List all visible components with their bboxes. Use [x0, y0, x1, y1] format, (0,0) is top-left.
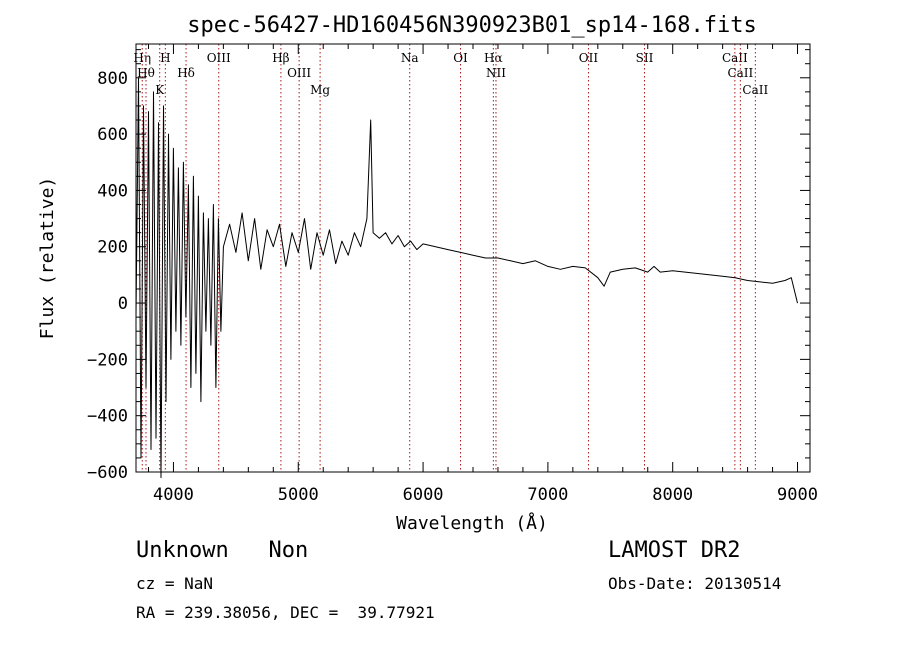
x-axis-label: Wavelength (Å)	[396, 512, 548, 534]
x-tick-label: 7000	[527, 485, 568, 505]
marker-label-4: Hδ	[177, 66, 195, 80]
x-tick-label: 4000	[153, 485, 194, 505]
chart-title: spec-56427-HD160456N390923B01_sp14-168.f…	[187, 13, 757, 38]
x-tick-label: 5000	[278, 485, 319, 505]
y-tick-label: 400	[97, 181, 128, 201]
marker-label-1: Hθ	[137, 66, 155, 80]
x-tick-label: 8000	[652, 485, 693, 505]
marker-label-7: OIII	[287, 66, 311, 80]
y-axis-label: Flux (relative)	[37, 177, 58, 340]
marker-label-14: SII	[636, 51, 654, 65]
y-tick-label: −600	[87, 463, 128, 483]
y-tick-label: 200	[97, 238, 128, 258]
y-tick-label: 800	[97, 69, 128, 89]
cz-label: cz = NaN	[136, 574, 214, 593]
marker-label-6: Hβ	[272, 51, 289, 65]
x-axis: 4000 5000 6000 7000 8000 9000	[147, 44, 818, 505]
marker-label-13: OII	[579, 51, 599, 65]
marker-label-2: K	[155, 83, 165, 97]
marker-label-12: NII	[486, 66, 506, 80]
radec-label: RA = 239.38056, DEC = 39.77921	[136, 603, 435, 622]
spectrum-line-0	[135, 77, 798, 479]
marker-label-9: Na	[401, 51, 419, 65]
marker-label-11: Hα	[484, 51, 503, 65]
marker-label-17: CaII	[742, 83, 768, 97]
marker-label-3: H	[160, 51, 170, 65]
obsdate-label: Obs-Date: 20130514	[608, 574, 782, 593]
marker-label-5: OIII	[207, 51, 231, 65]
y-tick-label: 0	[118, 294, 128, 314]
x-tick-label: 9000	[777, 485, 818, 505]
class-label: Unknown Non	[136, 538, 309, 563]
marker-label-8: Mg	[310, 83, 330, 97]
survey-label: LAMOST DR2	[608, 538, 741, 563]
y-axis: −600 −400 −200 0 200 400 600 800	[87, 49, 810, 483]
y-tick-label: −200	[87, 350, 128, 370]
y-tick-label: 600	[97, 125, 128, 145]
marker-label-0: Hη	[133, 51, 151, 65]
plot-frame	[135, 43, 811, 473]
marker-label-16: CaII	[727, 66, 753, 80]
x-tick-label: 6000	[403, 485, 444, 505]
y-tick-label: −400	[87, 407, 128, 427]
series-group	[135, 77, 798, 479]
marker-label-15: CaII	[722, 51, 748, 65]
marker-label-10: OI	[453, 51, 468, 65]
